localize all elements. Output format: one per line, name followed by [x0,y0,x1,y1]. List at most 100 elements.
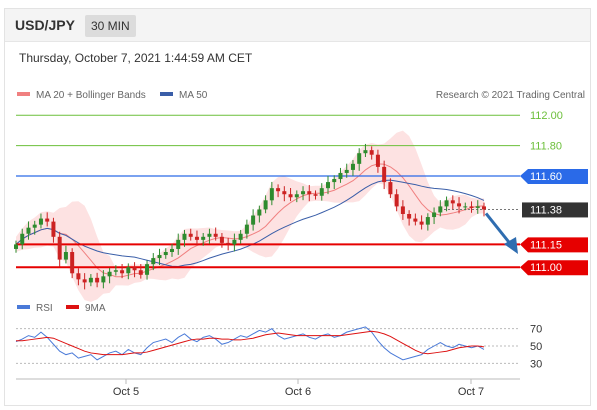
candle-body [157,255,162,259]
x-axis: Oct 5 Oct 6 Oct 7 [113,379,484,398]
candle-body [95,277,100,283]
copyright-text: Research © 2021 Trading Central [436,90,585,101]
candle-body [432,212,437,218]
rsi-line [15,326,485,361]
candle-body [226,242,231,245]
chart-widget: USD/JPY 30 MIN Thursday, October 7, 2021… [4,8,591,406]
candle-body [363,150,368,154]
candle-body [207,233,212,237]
candle-body [57,236,62,260]
candle-body [82,279,87,283]
candle-body [132,267,137,271]
x-tick-label: Oct 5 [113,386,139,398]
candle-body [457,203,462,207]
candle-body [20,233,25,245]
rsi-area: 70 50 30 [15,324,542,370]
candle-body [326,182,330,189]
price-area: 112.00 111.80 111.60 111.38 111.15 111.00 [14,110,588,302]
candle-body [475,206,480,208]
ma9-legend-label: 9MA [85,303,106,314]
candle-body [51,221,56,237]
candle-body [294,194,299,198]
candle-body [126,267,131,274]
ma50-legend-swatch [160,92,173,96]
candle-body [400,206,405,214]
last-price-badge [522,202,588,218]
forecast-arrow-shaft [484,212,514,247]
candle-body [26,227,31,234]
candle-body [244,224,249,234]
candle-body [319,188,324,196]
rsi-tick-label: 30 [530,358,542,370]
candle-body [170,248,174,252]
candle-body [450,200,455,204]
rsi-legend-swatch [17,305,30,309]
timeframe-badge[interactable]: 30 MIN [85,15,136,37]
candle-body [251,215,256,225]
candle-body [338,172,343,180]
support-red-label: 111.15 [530,239,562,251]
candle-body [382,166,387,183]
candle-body [263,200,268,210]
x-tick-label: Oct 6 [285,386,311,398]
rsi-tick-label: 70 [530,324,542,336]
candle-body [375,154,380,167]
bollinger-band [16,130,484,302]
candle-body [463,206,468,208]
rsi-ma-line [16,330,485,356]
candle-body [257,209,262,216]
candle-body [213,233,218,237]
candle-body [194,236,199,240]
candle-body [219,236,224,243]
candle-body [88,277,93,283]
candle-body [232,239,237,245]
candle-body [14,244,18,249]
candle-body [394,194,399,207]
candle-body [188,233,193,237]
resistance-blue-label: 111.60 [530,171,562,183]
candle-body [269,188,274,201]
ma50-legend-label: MA 50 [179,90,208,101]
candle-body [369,150,374,155]
candle-body [76,273,81,280]
candle-body [163,252,168,256]
candle-body [38,218,43,225]
symbol-title: USD/JPY [15,17,75,33]
candle-body [444,200,449,207]
candle-body [176,239,181,249]
candle-body [101,276,106,283]
support-red-label: 111.00 [530,262,562,274]
forecast-arrow-head [504,237,518,254]
ma20-legend-label: MA 20 + Bollinger Bands [36,90,146,101]
candle-body [70,252,75,274]
candle-body [344,169,349,173]
candle-body [138,270,143,275]
candle-body [407,214,412,219]
candle-body [350,163,355,170]
candle-body [145,264,150,275]
candle-body [313,194,318,196]
candle-body [151,258,156,265]
support-red-badge [520,260,588,276]
resistance-label: 111.80 [530,141,562,153]
candle-body [288,194,293,198]
candle-body [276,188,281,192]
candle-body [107,271,112,277]
candle-body [425,217,430,225]
x-tick-label: Oct 7 [458,386,484,398]
timestamp: Thursday, October 7, 2021 1:44:59 AM CET [19,51,253,65]
support-red-badge [520,237,588,253]
candle-body [45,218,50,222]
candle-body [301,191,306,195]
candle-body [32,224,37,228]
candle-body [113,270,118,272]
candle-body [120,270,125,274]
rsi-tick-label: 50 [530,341,542,353]
rsi-legend-label: RSI [36,303,53,314]
candle-body [332,179,337,183]
candle-body [388,182,393,195]
chart-header: USD/JPY 30 MIN [5,9,590,42]
candle-body [469,206,474,208]
candle-body [357,153,362,164]
